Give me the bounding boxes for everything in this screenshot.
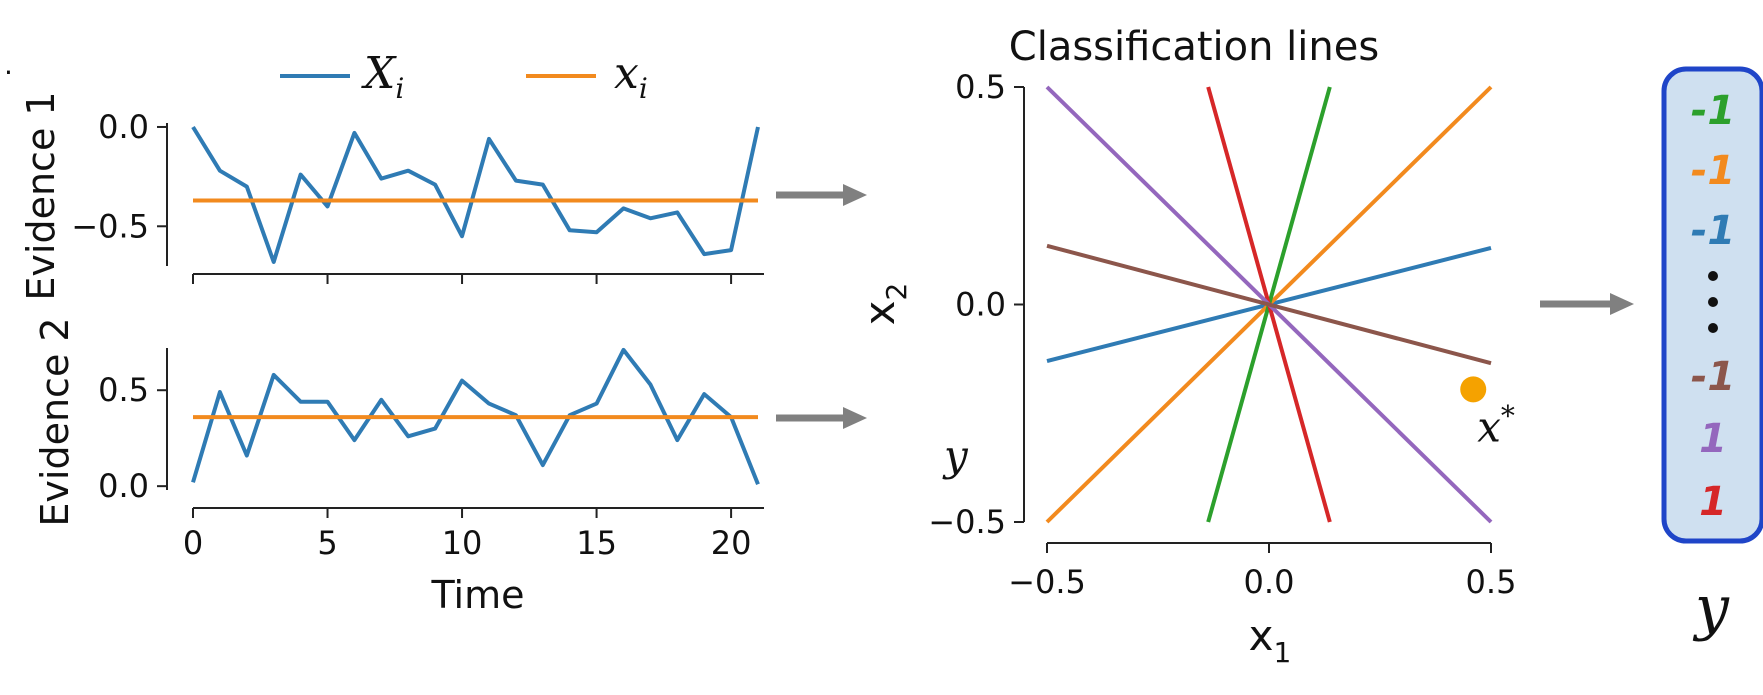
output-vector-label: y: [1692, 573, 1730, 643]
classification-x-ticks: −0.5 0.0 0.5: [1008, 543, 1516, 601]
x-tick-label: 0.5: [1466, 563, 1517, 601]
classification-lines: [1045, 85, 1493, 524]
x-tick-label: 0: [183, 524, 203, 562]
evidence-1-x-ticks: [192, 274, 733, 284]
query-point-label: x*: [1477, 399, 1515, 451]
y-tick-label: 0.5: [98, 371, 149, 409]
ellipsis-dot: [1708, 297, 1718, 307]
evidence-2-ylabel: Evidence 2: [33, 317, 77, 526]
series-line-X-i: [191, 125, 760, 264]
legend: Xi xi: [280, 48, 648, 105]
arrow-evidence-1: [776, 184, 867, 206]
y-tick-label: 0.0: [955, 286, 1006, 324]
classification-line-brown: [1046, 243, 1492, 366]
x-tick-label: −0.5: [1008, 563, 1086, 601]
evidence-2-xlabel: Time: [431, 573, 525, 617]
x-tick-label: 5: [317, 524, 337, 562]
evidence-1-series: [191, 125, 760, 264]
classification-chart: Classification lines 0.50.0−0.5 −0.5 0.0 0…: [855, 24, 1516, 669]
y-tick-label: −0.5: [71, 207, 149, 245]
legend-label-X-i: Xi: [361, 48, 404, 105]
ellipsis-dot: [1708, 323, 1718, 333]
query-point-x-star: [1460, 376, 1487, 403]
output-item: 1: [1699, 479, 1727, 525]
x-tick-label: 0.0: [1244, 563, 1295, 601]
arrows: [776, 184, 1634, 429]
evidence-1-y-ticks: 0.0 −0.5: [71, 108, 167, 245]
output-item: 1: [1699, 416, 1727, 462]
classification-xlabel: x1: [1249, 611, 1292, 669]
arrow-to-output: [1540, 293, 1634, 315]
classification-ylabel: x2: [855, 283, 913, 326]
output-vector: -1 -1 -1 -1 1 1 y: [1661, 66, 1763, 643]
legend-label-x-i: xi: [614, 48, 648, 105]
classification-title: Classification lines: [1009, 24, 1379, 70]
output-item: -1: [1691, 88, 1735, 134]
evidence-2-y-ticks: 0.5 0.0: [98, 371, 167, 505]
y-tick-label: 0.0: [98, 467, 149, 505]
x-tick-label: 15: [576, 524, 617, 562]
x-tick-label: 10: [442, 524, 483, 562]
evidence-1-ylabel: Evidence 1: [19, 91, 63, 300]
classification-annotation-y: y: [942, 431, 969, 480]
y-tick-label: 0.0: [98, 108, 149, 146]
ellipsis-dot: [1708, 271, 1718, 281]
y-tick-label: −0.5: [928, 503, 1006, 541]
evidence-2-series: [191, 347, 760, 485]
stray-mark: .: [4, 48, 13, 81]
evidence-1-chart: 0.0 −0.5 Evidence 1: [19, 91, 764, 301]
evidence-2-x-ticks: 0 5 10 15 20: [183, 508, 752, 562]
x-tick-label: 20: [711, 524, 752, 562]
output-item: -1: [1691, 354, 1735, 400]
output-item: -1: [1691, 148, 1735, 194]
output-item: -1: [1691, 208, 1735, 254]
series-line-X-i: [191, 347, 760, 485]
arrow-evidence-2: [776, 407, 867, 429]
evidence-2-chart: 0.5 0.0 0 5 10 15 20 Evidence 2 Time: [33, 317, 764, 617]
y-tick-label: 0.5: [955, 68, 1006, 106]
classification-y-ticks: 0.5 0.0 −0.5: [928, 68, 1024, 541]
